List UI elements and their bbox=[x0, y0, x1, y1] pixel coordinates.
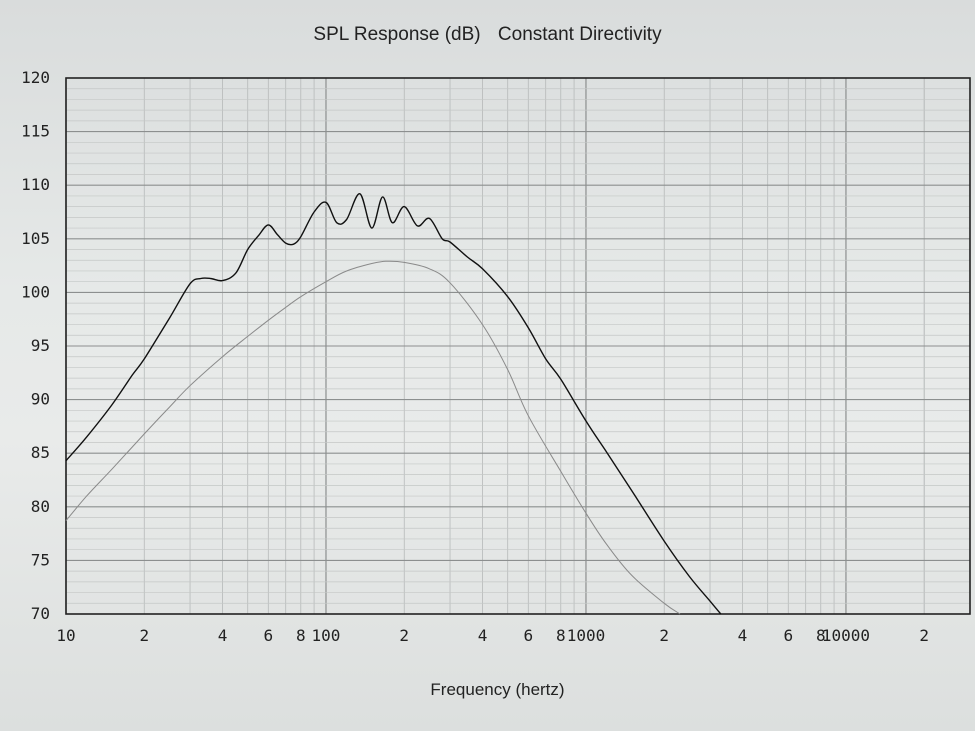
plot-border bbox=[65, 77, 971, 615]
x-tick-label: 10 bbox=[56, 626, 75, 645]
x-tick-label: 8 bbox=[556, 626, 566, 645]
y-tick-label: 85 bbox=[31, 443, 50, 462]
series-group bbox=[65, 193, 722, 615]
x-tick-label: 6 bbox=[783, 626, 793, 645]
y-tick-label: 75 bbox=[31, 550, 50, 569]
x-tick-label: 100 bbox=[312, 626, 341, 645]
x-tick-label: 6 bbox=[263, 626, 273, 645]
y-tick-label: 110 bbox=[21, 175, 50, 194]
y-tick-label: 120 bbox=[21, 68, 50, 87]
x-tick-label: 2 bbox=[659, 626, 669, 645]
chart-title-right: Constant Directivity bbox=[497, 24, 662, 45]
series-line-reference bbox=[65, 260, 681, 615]
y-tick-label: 90 bbox=[31, 390, 50, 409]
y-tick-label: 100 bbox=[21, 282, 50, 301]
series-line-total-spl bbox=[65, 193, 722, 615]
x-tick-label: 2 bbox=[139, 626, 149, 645]
x-tick-label: 4 bbox=[478, 626, 488, 645]
plot-frame bbox=[65, 77, 971, 615]
chart-title: SPL Response (dB) Constant Directivity bbox=[0, 24, 975, 46]
x-tick-label: 6 bbox=[523, 626, 533, 645]
y-tick-label: 95 bbox=[31, 336, 50, 355]
x-tick-label: 2 bbox=[399, 626, 409, 645]
x-tick-label: 10000 bbox=[822, 626, 870, 645]
x-tick-label: 4 bbox=[738, 626, 748, 645]
x-tick-label: 1000 bbox=[567, 626, 606, 645]
chart-title-left: SPL Response (dB) bbox=[313, 24, 481, 45]
grid bbox=[65, 77, 971, 615]
y-tick-label: 115 bbox=[21, 122, 50, 141]
y-tick-label: 105 bbox=[21, 229, 50, 248]
y-tick-label: 70 bbox=[31, 604, 50, 623]
y-tick-labels: 120 115 110 105 100 95 90 85 80 75 70 bbox=[21, 68, 50, 623]
x-tick-label: 8 bbox=[816, 626, 826, 645]
x-tick-label: 8 bbox=[296, 626, 306, 645]
y-tick-label: 80 bbox=[31, 497, 50, 516]
x-tick-label: 4 bbox=[218, 626, 228, 645]
x-axis-label: Frequency (hertz) bbox=[430, 680, 565, 699]
x-tick-label: 2 bbox=[919, 626, 929, 645]
